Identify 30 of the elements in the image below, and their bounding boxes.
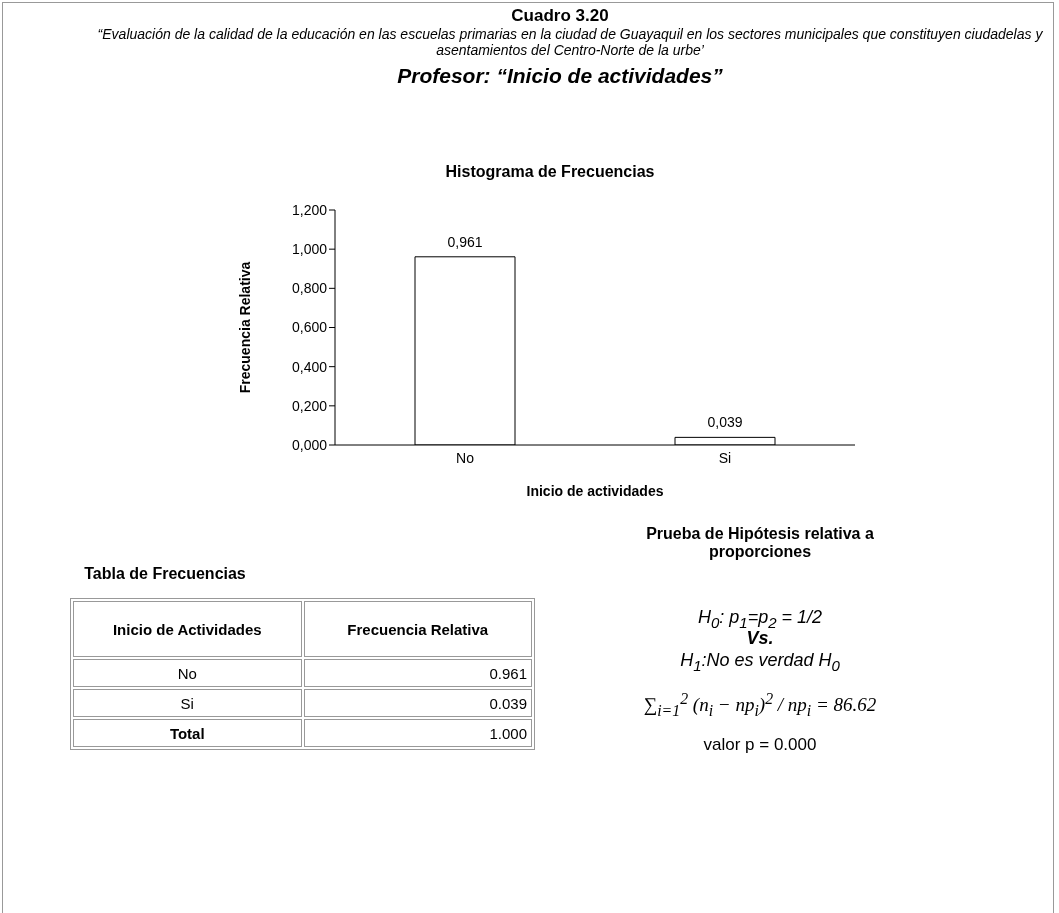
data-label: 0,039 <box>707 414 743 431</box>
text: No <box>73 659 302 687</box>
data-label: 0,961 <box>447 233 483 250</box>
text: 0.039 <box>303 689 532 717</box>
text: H$_{0}$: p$_{1}$=p$_{2}$ = 1/2 <box>697 607 823 631</box>
text: Vs. <box>746 628 774 648</box>
text: “Evaluación de la calidad de la educación en las escuelas primarias en la ciudad de Guayaquil en los sectores municipales que constituyen ciudadelas y asentamientos del Centro-Norte de la urbe’ <box>96 26 1044 58</box>
chart-title: Histograma de Frecuencias <box>444 163 656 181</box>
text: Frecuencia Relativa <box>303 601 532 657</box>
text: Tabla de Frecuencias <box>83 565 247 583</box>
text: 1.000 <box>303 719 532 747</box>
text: Si <box>73 689 302 717</box>
y-tick-label: 0,200 <box>291 397 328 414</box>
text: ∑$_{i=1}$$^{2}$ (n$_{i}$ − np$_{i}$)$^{2}$ / np$_{i}$ = 86.62 <box>643 690 877 720</box>
x-axis-title: Inicio de actividades <box>526 483 664 499</box>
y-tick-label: 0,600 <box>291 319 328 336</box>
text: Inicio de Actividades <box>73 601 302 657</box>
text: valor p = 0.000 <box>702 735 818 755</box>
y-tick-label: 0,000 <box>291 436 328 453</box>
text: Prueba de Hipótesis relativa a proporciones <box>645 525 875 561</box>
y-tick-label: 1,200 <box>291 201 328 218</box>
text: Cuadro 3.20 <box>510 6 610 26</box>
y-tick-label: 0,400 <box>291 358 328 375</box>
text: 0.961 <box>303 659 532 687</box>
y-axis-title: Frecuencia Relativa <box>236 261 253 394</box>
text: Total <box>73 719 302 747</box>
y-tick-label: 1,000 <box>291 241 328 258</box>
text: Profesor: “Inicio de actividades” <box>396 64 724 88</box>
y-tick-label: 0,800 <box>291 280 328 297</box>
text: H$_{1}$:No es verdad H$_{0}$ <box>679 650 841 674</box>
